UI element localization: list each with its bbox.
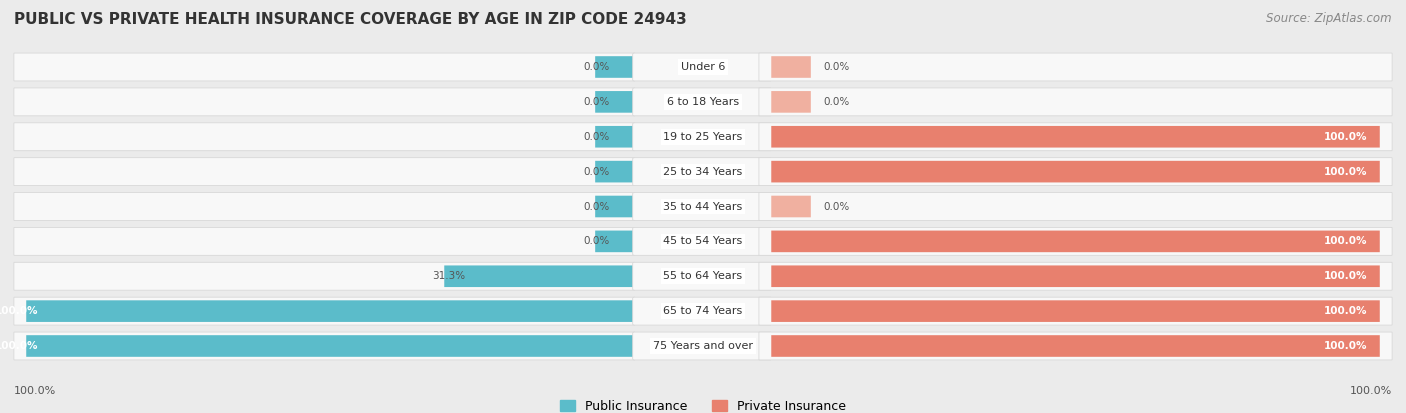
FancyBboxPatch shape bbox=[14, 262, 647, 290]
Text: 100.0%: 100.0% bbox=[1324, 341, 1368, 351]
FancyBboxPatch shape bbox=[759, 53, 1392, 81]
FancyBboxPatch shape bbox=[444, 266, 634, 287]
FancyBboxPatch shape bbox=[772, 91, 811, 113]
FancyBboxPatch shape bbox=[595, 91, 634, 113]
Legend: Public Insurance, Private Insurance: Public Insurance, Private Insurance bbox=[555, 395, 851, 413]
Text: 100.0%: 100.0% bbox=[1324, 132, 1368, 142]
FancyBboxPatch shape bbox=[772, 335, 1379, 357]
Text: 25 to 34 Years: 25 to 34 Years bbox=[664, 166, 742, 177]
Text: 0.0%: 0.0% bbox=[583, 97, 609, 107]
FancyBboxPatch shape bbox=[772, 300, 1379, 322]
FancyBboxPatch shape bbox=[759, 158, 1392, 185]
FancyBboxPatch shape bbox=[772, 230, 1379, 252]
FancyBboxPatch shape bbox=[633, 192, 773, 221]
Text: 0.0%: 0.0% bbox=[583, 166, 609, 177]
Text: Source: ZipAtlas.com: Source: ZipAtlas.com bbox=[1267, 12, 1392, 25]
Text: 100.0%: 100.0% bbox=[1324, 306, 1368, 316]
FancyBboxPatch shape bbox=[759, 262, 1392, 290]
Text: 100.0%: 100.0% bbox=[0, 306, 38, 316]
Text: 65 to 74 Years: 65 to 74 Years bbox=[664, 306, 742, 316]
Text: 0.0%: 0.0% bbox=[823, 97, 849, 107]
Text: PUBLIC VS PRIVATE HEALTH INSURANCE COVERAGE BY AGE IN ZIP CODE 24943: PUBLIC VS PRIVATE HEALTH INSURANCE COVER… bbox=[14, 12, 686, 27]
FancyBboxPatch shape bbox=[633, 158, 773, 185]
Text: 100.0%: 100.0% bbox=[0, 341, 38, 351]
Text: 100.0%: 100.0% bbox=[1324, 166, 1368, 177]
Text: 100.0%: 100.0% bbox=[14, 387, 56, 396]
Text: 100.0%: 100.0% bbox=[1350, 387, 1392, 396]
FancyBboxPatch shape bbox=[759, 88, 1392, 116]
FancyBboxPatch shape bbox=[772, 161, 1379, 183]
Text: 0.0%: 0.0% bbox=[823, 62, 849, 72]
FancyBboxPatch shape bbox=[633, 262, 773, 290]
FancyBboxPatch shape bbox=[633, 123, 773, 151]
Text: 0.0%: 0.0% bbox=[583, 236, 609, 247]
Text: 31.3%: 31.3% bbox=[432, 271, 465, 281]
FancyBboxPatch shape bbox=[595, 161, 634, 183]
FancyBboxPatch shape bbox=[595, 230, 634, 252]
Text: 100.0%: 100.0% bbox=[1324, 271, 1368, 281]
FancyBboxPatch shape bbox=[14, 123, 647, 151]
FancyBboxPatch shape bbox=[633, 53, 773, 81]
Text: 0.0%: 0.0% bbox=[583, 62, 609, 72]
FancyBboxPatch shape bbox=[633, 88, 773, 116]
Text: 35 to 44 Years: 35 to 44 Years bbox=[664, 202, 742, 211]
FancyBboxPatch shape bbox=[595, 196, 634, 217]
FancyBboxPatch shape bbox=[14, 332, 647, 360]
FancyBboxPatch shape bbox=[633, 297, 773, 325]
FancyBboxPatch shape bbox=[772, 196, 811, 217]
FancyBboxPatch shape bbox=[759, 297, 1392, 325]
FancyBboxPatch shape bbox=[14, 297, 647, 325]
FancyBboxPatch shape bbox=[14, 158, 647, 185]
FancyBboxPatch shape bbox=[27, 335, 634, 357]
Text: 19 to 25 Years: 19 to 25 Years bbox=[664, 132, 742, 142]
FancyBboxPatch shape bbox=[759, 228, 1392, 255]
FancyBboxPatch shape bbox=[759, 123, 1392, 151]
FancyBboxPatch shape bbox=[633, 332, 773, 360]
Text: 55 to 64 Years: 55 to 64 Years bbox=[664, 271, 742, 281]
FancyBboxPatch shape bbox=[759, 332, 1392, 360]
Text: 0.0%: 0.0% bbox=[583, 132, 609, 142]
Text: 6 to 18 Years: 6 to 18 Years bbox=[666, 97, 740, 107]
FancyBboxPatch shape bbox=[595, 126, 634, 147]
FancyBboxPatch shape bbox=[772, 56, 811, 78]
Text: 0.0%: 0.0% bbox=[823, 202, 849, 211]
Text: 100.0%: 100.0% bbox=[1324, 236, 1368, 247]
FancyBboxPatch shape bbox=[633, 228, 773, 255]
Text: 45 to 54 Years: 45 to 54 Years bbox=[664, 236, 742, 247]
FancyBboxPatch shape bbox=[595, 56, 634, 78]
FancyBboxPatch shape bbox=[27, 300, 634, 322]
FancyBboxPatch shape bbox=[14, 53, 647, 81]
Text: Under 6: Under 6 bbox=[681, 62, 725, 72]
FancyBboxPatch shape bbox=[14, 88, 647, 116]
FancyBboxPatch shape bbox=[759, 192, 1392, 221]
Text: 75 Years and over: 75 Years and over bbox=[652, 341, 754, 351]
FancyBboxPatch shape bbox=[14, 192, 647, 221]
FancyBboxPatch shape bbox=[772, 126, 1379, 147]
FancyBboxPatch shape bbox=[14, 228, 647, 255]
Text: 0.0%: 0.0% bbox=[583, 202, 609, 211]
FancyBboxPatch shape bbox=[772, 266, 1379, 287]
